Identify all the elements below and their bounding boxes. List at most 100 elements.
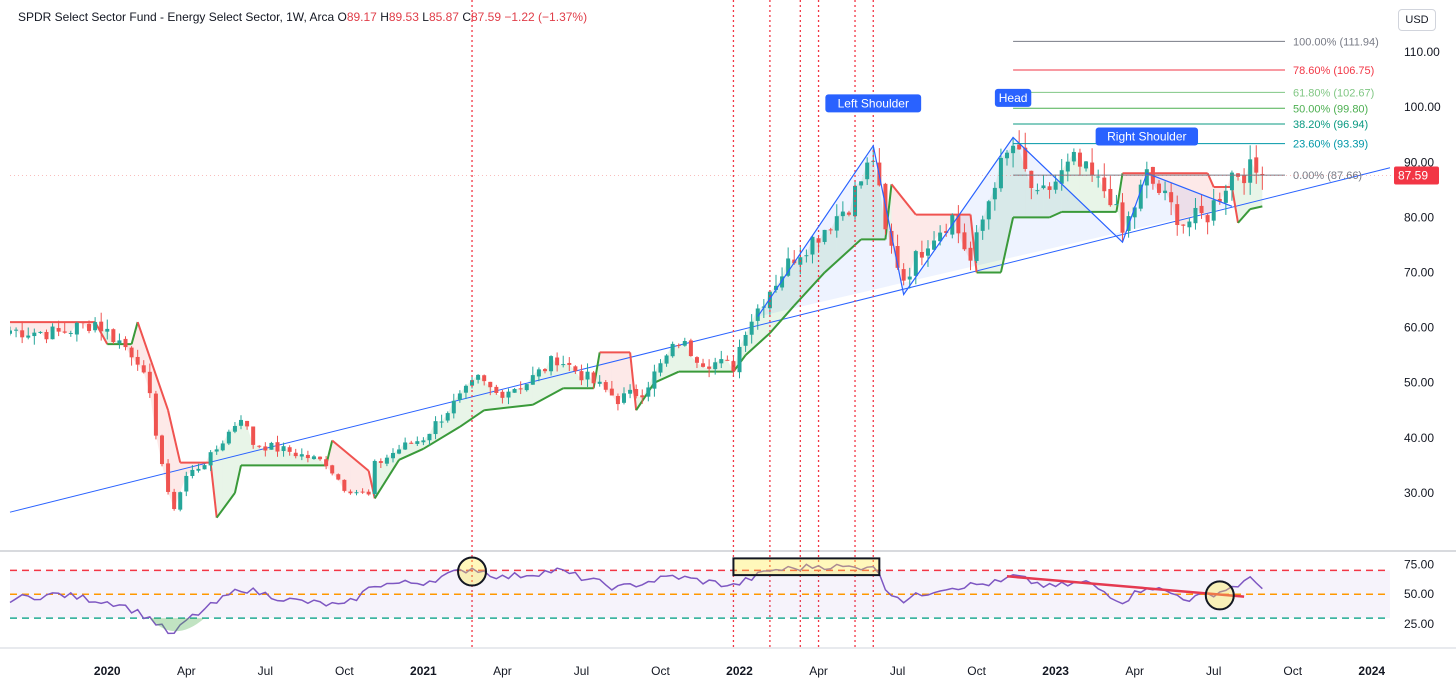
candle-body — [1157, 184, 1161, 193]
candle-body — [1212, 200, 1216, 220]
candle-body — [160, 436, 164, 465]
candle-body — [227, 432, 231, 444]
candle-body — [847, 212, 851, 214]
candle-body — [744, 335, 748, 346]
candle-body — [409, 443, 413, 444]
time-axis-label: 2024 — [1358, 664, 1385, 678]
candle-body — [598, 382, 602, 384]
stop-fill — [1092, 176, 1098, 212]
stop-fill — [940, 215, 946, 234]
candle-body — [549, 356, 553, 371]
candle-body — [458, 393, 462, 399]
candle-body — [318, 457, 322, 460]
last-price-label: 87.59 — [1398, 169, 1428, 183]
candle-body — [543, 369, 547, 371]
candle-body — [616, 396, 620, 404]
candle-body — [999, 158, 1003, 188]
candle-body — [829, 229, 833, 230]
stop-fill — [217, 443, 223, 517]
candle-body — [336, 474, 340, 479]
candle-body — [1181, 225, 1185, 226]
candle-body — [1193, 208, 1197, 223]
candle-body — [300, 454, 304, 456]
candle-body — [257, 446, 261, 447]
candle-body — [750, 322, 754, 335]
fib-level-label: 0.00% (87.66) — [1293, 170, 1362, 182]
candle-body — [427, 434, 431, 440]
stop-fill — [350, 456, 356, 494]
candle-body — [1005, 153, 1009, 159]
candle-body — [1254, 157, 1258, 172]
candle-body — [385, 458, 389, 464]
candle-body — [342, 480, 346, 491]
candle-body — [464, 386, 468, 393]
candle-body — [1224, 191, 1228, 203]
candle-body — [373, 461, 377, 494]
candle-body — [57, 328, 61, 332]
candle-body — [561, 364, 565, 365]
candle-body — [105, 329, 109, 332]
candle-body — [8, 330, 12, 333]
candle-body — [178, 492, 182, 509]
candle-body — [184, 476, 188, 492]
candle-body — [166, 463, 170, 492]
candle-body — [142, 365, 146, 372]
candle-body — [312, 456, 316, 459]
candle-body — [841, 212, 845, 217]
candle-body — [81, 322, 85, 323]
fib-level-label: 100.00% (111.94) — [1293, 36, 1379, 48]
candle-body — [421, 440, 425, 442]
candle-body — [719, 359, 723, 363]
time-axis-label: 2021 — [410, 664, 437, 678]
stop-fill — [34, 322, 40, 333]
price-axis-label: 40.00 — [1404, 431, 1434, 445]
stop-line-segment — [636, 383, 654, 411]
candle-body — [1187, 222, 1191, 228]
fib-level-label: 78.60% (106.75) — [1293, 65, 1374, 77]
time-axis-label: 2020 — [94, 664, 121, 678]
candle-body — [1163, 191, 1167, 193]
candle-body — [282, 446, 286, 451]
candle-body — [677, 345, 681, 346]
stop-fill — [253, 445, 259, 465]
candle-body — [592, 372, 596, 383]
candle-body — [969, 248, 973, 261]
candle-body — [476, 375, 480, 380]
support-trendline[interactable] — [10, 168, 1390, 512]
candle-body — [482, 375, 486, 381]
candle-body — [117, 340, 121, 343]
stop-fill — [1110, 204, 1116, 212]
candle-body — [981, 220, 985, 231]
time-axis-label: 2022 — [726, 664, 753, 678]
candle-body — [99, 322, 103, 332]
candle-body — [500, 392, 504, 398]
candle-body — [69, 333, 73, 334]
candle-body — [579, 371, 583, 380]
candle-body — [671, 344, 675, 356]
candle-body — [154, 394, 158, 436]
candle-body — [324, 459, 328, 466]
candle-body — [926, 248, 930, 255]
stop-fill — [65, 322, 71, 333]
candle-body — [440, 422, 444, 423]
candle-body — [1041, 185, 1045, 188]
candle-body — [713, 362, 717, 369]
candle-body — [865, 163, 869, 180]
candle-body — [330, 465, 334, 473]
time-axis-label: Apr — [1125, 664, 1144, 678]
time-axis-label: Jul — [1206, 664, 1221, 678]
time-axis-label: Apr — [809, 664, 828, 678]
stop-fill — [1256, 173, 1262, 208]
rsi-highlight-circle — [1206, 581, 1234, 609]
candle-body — [804, 255, 808, 256]
candle-body — [646, 387, 650, 396]
stop-fill — [10, 322, 16, 330]
price-axis-label: 100.00 — [1404, 100, 1441, 114]
candle-body — [1072, 152, 1076, 161]
candle-body — [1096, 176, 1100, 177]
candle-body — [306, 455, 310, 458]
stop-fill — [241, 420, 247, 465]
candle-body — [975, 232, 979, 261]
candle-body — [993, 188, 997, 199]
